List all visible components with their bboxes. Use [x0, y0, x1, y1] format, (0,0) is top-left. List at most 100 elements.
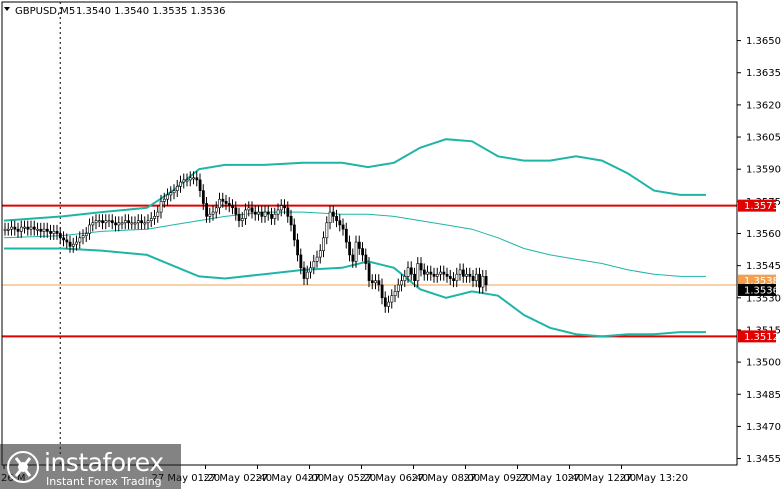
- y-tick-label: 1.3455: [746, 454, 781, 465]
- candle-body: [422, 269, 426, 275]
- candle-body: [426, 271, 430, 275]
- candle-body: [419, 263, 423, 271]
- candle-body: [481, 276, 485, 288]
- candle-body: [257, 211, 261, 215]
- candle-body: [120, 222, 124, 225]
- candle-body: [169, 192, 173, 196]
- hidden-price-tag-label: 1.3538: [744, 276, 779, 287]
- candle-body: [218, 198, 222, 209]
- candle-body: [439, 271, 443, 275]
- y-tick-label: 1.3470: [746, 422, 781, 433]
- candle-body: [3, 228, 7, 231]
- candle-body: [383, 297, 387, 307]
- chart-header[interactable]: GBPUSD,M5 1.3540 1.3540 1.3535 1.3536: [4, 6, 226, 17]
- price-level-tag-label: 1.3573: [744, 201, 779, 212]
- candle-body: [263, 211, 267, 217]
- triangle-down-icon[interactable]: [4, 7, 10, 11]
- candle-body: [361, 248, 365, 256]
- candle-body: [65, 239, 69, 243]
- candle-body: [390, 295, 394, 303]
- y-tick-label: 1.3650: [746, 36, 781, 47]
- candle-body: [153, 216, 157, 219]
- candle-body: [172, 190, 176, 194]
- candle-body: [260, 211, 264, 217]
- candle-body: [315, 256, 319, 262]
- candle-body: [478, 273, 482, 288]
- candle-body: [208, 213, 212, 217]
- candle-body: [377, 280, 381, 286]
- candle-body: [250, 207, 254, 213]
- candle-body: [104, 220, 108, 224]
- candle-body: [159, 201, 163, 213]
- y-tick-label: 1.3635: [746, 68, 781, 79]
- candle-body: [344, 228, 348, 243]
- candle-body: [237, 213, 241, 221]
- candle-body: [471, 276, 475, 281]
- candle-body: [318, 250, 322, 258]
- candle-body: [71, 243, 75, 247]
- candle-body: [107, 220, 111, 223]
- candle-body: [26, 226, 30, 230]
- candle-body: [416, 263, 420, 281]
- price-level-tag: [738, 199, 776, 212]
- candle-body: [429, 271, 433, 275]
- candle-body: [136, 220, 140, 224]
- candle-body: [312, 261, 316, 269]
- x-tick-label: 27 May 06:40: [360, 473, 429, 484]
- candle-body: [156, 211, 160, 217]
- candle-body: [49, 231, 53, 234]
- candle-body: [84, 233, 88, 236]
- candle-body: [279, 205, 283, 211]
- x-tick-label: 27 May 02:40: [204, 473, 273, 484]
- candle-body: [179, 181, 183, 187]
- price-level-tag-label: 1.3512: [744, 332, 779, 343]
- candle-body: [341, 224, 345, 230]
- candle-body: [62, 237, 66, 241]
- candle-body: [442, 271, 446, 275]
- candle-body: [367, 263, 371, 281]
- hidden-price-tag: [738, 274, 776, 287]
- candle-body: [455, 273, 459, 281]
- candle-body: [166, 194, 170, 200]
- x-tick-label: 27 May 12:00: [568, 473, 637, 484]
- x-tick-label: 27 May 05:20: [308, 473, 377, 484]
- candle-body: [45, 228, 49, 232]
- candle-body: [302, 267, 306, 279]
- x-tick-label: 27 May 01:20: [152, 473, 221, 484]
- candle-body: [468, 273, 472, 277]
- candle-body: [452, 278, 456, 281]
- candle-body: [42, 228, 46, 232]
- candle-body: [16, 228, 20, 232]
- candle-body: [465, 273, 469, 277]
- candle-body: [354, 241, 358, 262]
- candle-body: [94, 220, 98, 224]
- candle-body: [227, 203, 231, 206]
- x-tick-label: 27 May 08:00: [412, 473, 481, 484]
- candle-body: [325, 222, 329, 239]
- candle-body: [97, 220, 101, 223]
- candle-body: [276, 209, 280, 215]
- brand-tagline: Instant Forex Trading: [46, 475, 162, 488]
- candle-body: [474, 273, 478, 281]
- plot-area: [2, 2, 737, 465]
- y-tick-label: 1.3485: [746, 390, 781, 401]
- candle-body: [286, 207, 290, 217]
- candle-body: [292, 224, 296, 241]
- y-tick-label: 1.3530: [746, 293, 781, 304]
- candle-body: [188, 177, 192, 181]
- candle-body: [91, 222, 95, 226]
- candle-body: [247, 207, 251, 211]
- candle-body: [296, 239, 300, 256]
- candle-body: [149, 218, 153, 221]
- candle-body: [234, 207, 238, 215]
- candle-body: [224, 201, 228, 204]
- candle-body: [335, 216, 339, 221]
- bollinger-lower-line: [4, 247, 706, 338]
- candle-body: [39, 228, 43, 232]
- x-tick-label: 27 May 10:40: [516, 473, 585, 484]
- candle-body: [58, 233, 62, 239]
- symbol-label: GBPUSD,M5: [15, 6, 75, 17]
